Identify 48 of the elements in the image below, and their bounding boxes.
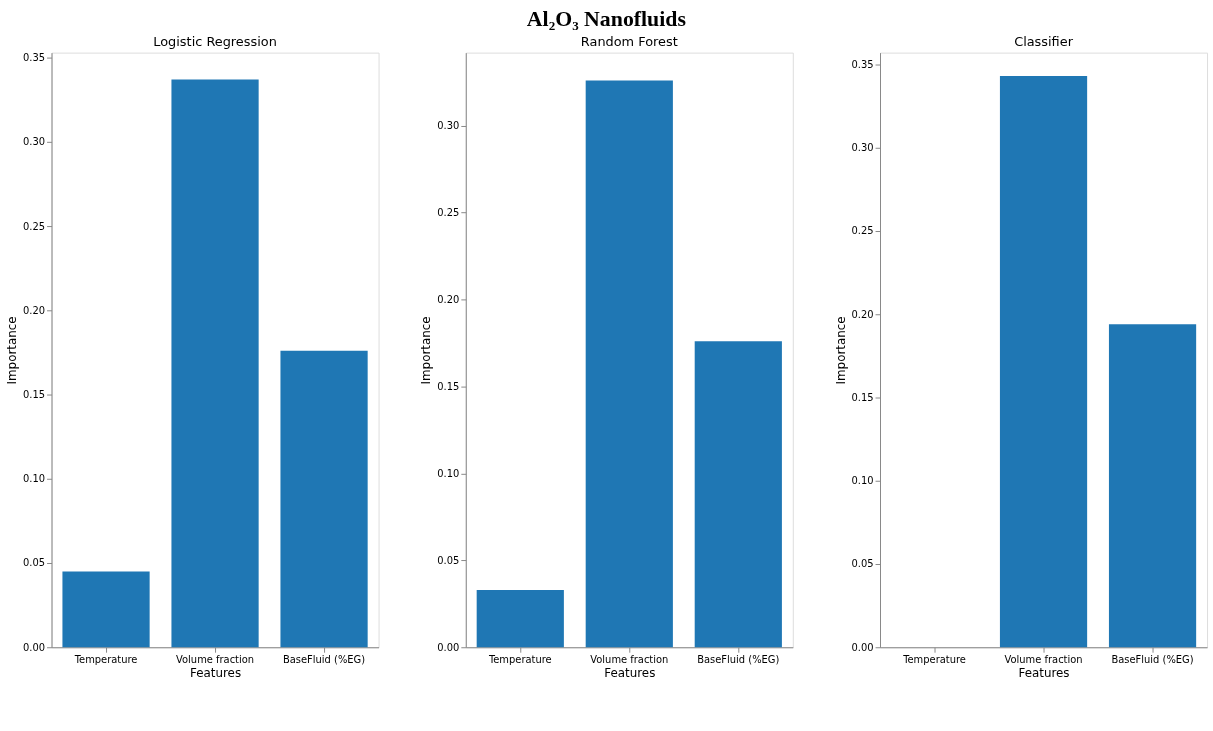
bar (476, 589, 564, 648)
y-tick-label: 0.20 (851, 308, 874, 320)
x-tick-label: Temperature (73, 653, 138, 665)
bar (694, 341, 782, 648)
x-tick-label: BaseFluid (%EG) (1111, 653, 1194, 665)
x-axis-title: Features (190, 666, 242, 681)
y-tick-label: 0.30 (851, 142, 874, 154)
x-axis-title: Features (1018, 666, 1070, 681)
y-tick-label: 0.20 (437, 293, 460, 305)
y-tick-label: 0.10 (23, 473, 46, 485)
y-tick-label: 0.25 (851, 225, 874, 237)
text: Al₂O₃ Nanofluids (526, 7, 686, 32)
x-tick-label: BaseFluid (%EG) (283, 653, 366, 665)
bar (62, 571, 150, 648)
y-tick-label: 0.35 (851, 58, 874, 70)
x-axis-title: Features (604, 666, 656, 681)
y-tick-label: 0.05 (437, 554, 460, 566)
y-tick-label: 0.15 (437, 380, 460, 392)
y-axis-title: Importance (419, 316, 434, 385)
bar (280, 350, 368, 648)
y-tick-label: 0.25 (437, 207, 460, 219)
y-tick-label: 0.00 (437, 641, 460, 653)
x-tick-label: Temperature (902, 653, 966, 665)
y-tick-label: 0.00 (23, 641, 46, 653)
x-tick-label: BaseFluid (%EG) (697, 653, 780, 665)
y-tick-label: 0.10 (851, 475, 874, 487)
y-tick-label: 0.00 (851, 641, 874, 653)
x-tick-label: Temperature (487, 653, 552, 665)
chart-title: Classifier (1014, 33, 1074, 49)
chart-title: Logistic Regression (153, 33, 277, 49)
y-tick-label: 0.35 (23, 52, 46, 64)
x-tick-label: Volume fraction (176, 653, 255, 665)
x-tick-label: Volume fraction (1004, 653, 1083, 665)
y-tick-label: 0.10 (437, 467, 460, 479)
y-tick-label: 0.25 (23, 220, 46, 232)
y-tick-label: 0.05 (851, 558, 874, 570)
y-tick-label: 0.20 (23, 304, 46, 316)
bar (585, 80, 673, 648)
y-tick-label: 0.15 (851, 391, 874, 403)
y-axis-title: Importance (5, 316, 20, 385)
y-tick-label: 0.30 (23, 136, 46, 148)
y-tick-label: 0.05 (23, 557, 46, 569)
y-axis-title: Importance (833, 316, 848, 385)
y-tick-label: 0.30 (437, 120, 460, 132)
chart-title: Random Forest (580, 33, 678, 49)
bar (171, 79, 259, 648)
x-tick-label: Volume fraction (590, 653, 669, 665)
y-tick-label: 0.15 (23, 389, 46, 401)
